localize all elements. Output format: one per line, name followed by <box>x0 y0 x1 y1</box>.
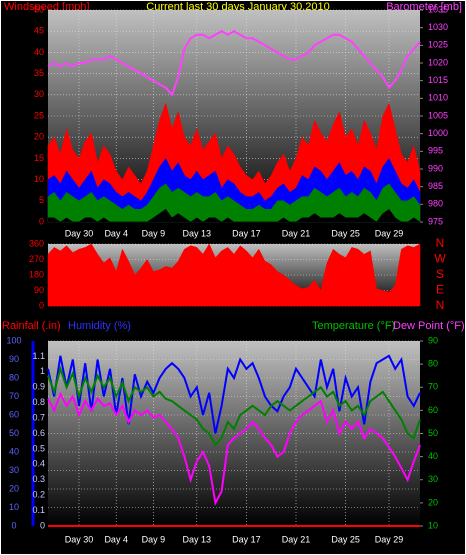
y2-tick-label: 1000 <box>428 128 448 138</box>
line <box>47 30 421 97</box>
y-tick-label: 40 <box>34 47 44 57</box>
x-tick-label: Day 21 <box>282 534 311 544</box>
x-tick-label: Day 4 <box>104 228 128 238</box>
y2-tick-label: 980 <box>428 199 443 209</box>
y-tick-label: 5 <box>39 195 44 205</box>
x-tick-label: Day 30 <box>65 534 94 544</box>
x-tick-label: Day 29 <box>375 228 404 238</box>
x-tick-label: Day 25 <box>331 534 360 544</box>
humidity-label: Humidity (%) <box>68 320 131 332</box>
y-tick-label: 360 <box>29 238 44 248</box>
y-tick-label: 270 <box>29 254 44 264</box>
y-tick-label: 45 <box>34 26 44 36</box>
y-tick-label: 25 <box>34 110 44 120</box>
x-tick-label: Day 17 <box>232 534 261 544</box>
line <box>47 365 421 447</box>
compass-label: N <box>436 298 445 312</box>
y-tick-label: 180 <box>29 269 44 279</box>
y2-tick-label: 1005 <box>428 110 448 120</box>
humidity-tick-label: 70 <box>9 391 19 401</box>
rain-tick-label: 0.5 <box>32 443 45 453</box>
x-tick-label: Day 9 <box>142 534 166 544</box>
humidity-tick-label: 30 <box>9 465 19 475</box>
y-tick-label: 15 <box>34 153 44 163</box>
y2-tick-label: 20 <box>428 497 438 507</box>
y-tick-label: 90 <box>34 285 44 295</box>
y2-tick-label: 1020 <box>428 57 448 67</box>
compass-label: W <box>434 252 446 266</box>
rain-tick-label: 0.8 <box>32 397 45 407</box>
x-tick-label: Day 17 <box>232 228 261 238</box>
x-tick-label: Day 13 <box>183 228 212 238</box>
humidity-tick-label: 60 <box>9 409 19 419</box>
humidity-tick-label: 0 <box>11 520 16 530</box>
area <box>47 208 421 223</box>
y2-tick-label: 990 <box>428 163 443 173</box>
y-tick-label: 20 <box>34 132 44 142</box>
rain-tick-label: 0.3 <box>32 474 45 484</box>
rain-tick-label: 0.7 <box>32 412 45 422</box>
x-tick-label: Day 25 <box>331 228 360 238</box>
y2-tick-label: 1035 <box>428 4 448 14</box>
y2-tick-label: 1010 <box>428 93 448 103</box>
compass-label: S <box>436 267 444 281</box>
y2-tick-label: 80 <box>428 359 438 369</box>
rain-tick-label: 0.9 <box>32 382 45 392</box>
y2-tick-label: 995 <box>428 146 443 156</box>
x-tick-label: Day 9 <box>142 228 166 238</box>
humidity-tick-label: 80 <box>9 372 19 382</box>
y-tick-label: 0 <box>39 216 44 226</box>
x-tick-label: Day 21 <box>282 228 311 238</box>
y2-tick-label: 1030 <box>428 22 448 32</box>
x-tick-label: Day 29 <box>375 534 404 544</box>
y-tick-label: 30 <box>34 89 44 99</box>
rainfall-label: Rainfall (.in) <box>2 320 61 332</box>
y-tick-label: 10 <box>34 174 44 184</box>
y-tick-label: 0 <box>39 300 44 310</box>
rain-tick-label: 0.4 <box>32 459 45 469</box>
humidity-tick-label: 100 <box>6 335 21 345</box>
x-tick-label: Day 30 <box>65 228 94 238</box>
y2-tick-label: 10 <box>428 520 438 530</box>
x-tick-label: Day 4 <box>104 534 128 544</box>
y2-tick-label: 90 <box>428 335 438 345</box>
y2-tick-label: 40 <box>428 451 438 461</box>
rain-tick-label: 0 <box>40 520 45 530</box>
rain-tick-label: 1 <box>40 366 45 376</box>
y2-tick-label: 60 <box>428 405 438 415</box>
humidity-tick-label: 90 <box>9 354 19 364</box>
y-tick-label: 35 <box>34 68 44 78</box>
y2-tick-label: 985 <box>428 181 443 191</box>
humidity-tick-label: 50 <box>9 428 19 438</box>
rain-tick-label: 1.1 <box>32 351 45 361</box>
y2-tick-label: 30 <box>428 474 438 484</box>
temperature-label: Temperature (°F) <box>312 320 395 332</box>
dewpoint-label: Dew Point (°F) <box>393 320 465 332</box>
area <box>47 243 421 307</box>
humidity-tick-label: 20 <box>9 483 19 493</box>
y2-tick-label: 975 <box>428 216 443 226</box>
x-tick-label: Day 13 <box>183 534 212 544</box>
humidity-tick-label: 40 <box>9 446 19 456</box>
area <box>47 183 421 223</box>
y2-tick-label: 70 <box>428 382 438 392</box>
compass-label: N <box>436 236 445 250</box>
y2-tick-label: 1015 <box>428 75 448 85</box>
windspeed-label: Windspeed [mph] <box>4 1 90 13</box>
line <box>47 391 421 506</box>
y2-tick-label: 50 <box>428 428 438 438</box>
rain-tick-label: 0.6 <box>32 428 45 438</box>
rain-tick-label: 0.1 <box>32 505 45 515</box>
y-tick-label: 50 <box>34 4 44 14</box>
humidity-tick-label: 10 <box>9 502 19 512</box>
line <box>47 354 421 434</box>
compass-label: E <box>436 283 444 297</box>
rain-tick-label: 0.2 <box>32 490 45 500</box>
y2-tick-label: 1025 <box>428 40 448 50</box>
